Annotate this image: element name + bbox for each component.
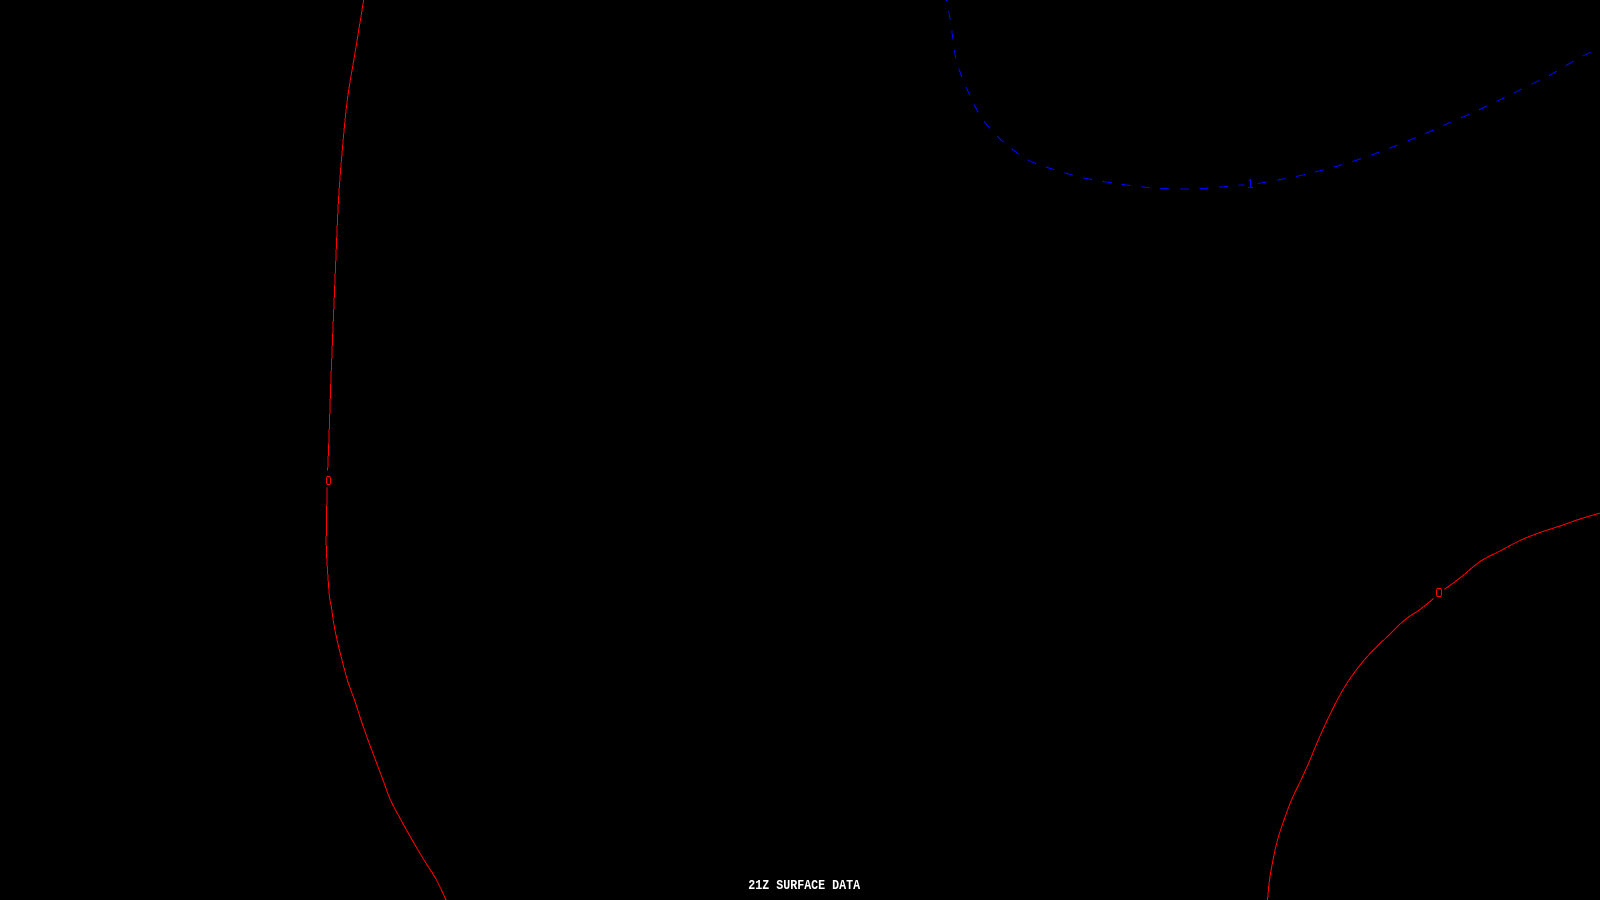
svg-text:21Z SURFACE DATA: 21Z SURFACE DATA: [748, 879, 860, 894]
